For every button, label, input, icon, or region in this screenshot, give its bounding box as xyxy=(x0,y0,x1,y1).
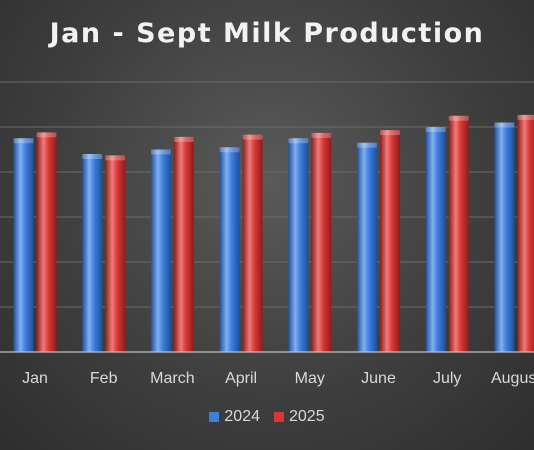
x-tick-label: April xyxy=(225,370,257,387)
bar-2024-may xyxy=(288,138,309,352)
chart-title: Jan - Sept Milk Production xyxy=(49,18,485,49)
bar-2025-june xyxy=(380,130,400,352)
bars xyxy=(13,114,534,352)
x-tick-label: Feb xyxy=(90,370,118,387)
bar-highlight xyxy=(517,114,534,120)
bar-2024-june xyxy=(357,142,377,352)
legend-swatch-series-2 xyxy=(274,412,284,422)
bar-2025-july xyxy=(448,115,469,352)
legend-entry-series-1: 2024 xyxy=(209,408,260,426)
legend-label-series-2: 2025 xyxy=(289,408,325,425)
legend-label-series-1: 2024 xyxy=(224,408,260,425)
bar-highlight xyxy=(13,138,34,144)
bar-2024-feb xyxy=(82,154,103,352)
bar-highlight xyxy=(425,127,446,132)
bar-2025-may xyxy=(311,132,332,352)
legend-entry-series-2: 2025 xyxy=(274,408,325,426)
x-tick-label: June xyxy=(361,370,396,387)
bar-2024-july xyxy=(425,127,446,352)
x-tick-label: May xyxy=(295,370,325,387)
legend-swatch-series-1 xyxy=(209,412,220,422)
legend: 2024 2025 xyxy=(0,408,534,426)
bar-highlight xyxy=(311,132,332,138)
bar-highlight xyxy=(150,149,171,155)
bar-2025-feb xyxy=(105,155,126,352)
x-tick-label: July xyxy=(433,370,461,387)
bar-highlight xyxy=(36,132,57,138)
bar-2024-april xyxy=(219,147,240,352)
bar-highlight xyxy=(242,134,263,140)
x-tick-label: Jan xyxy=(22,370,48,387)
bar-highlight xyxy=(105,155,126,161)
bar-highlight xyxy=(219,147,240,153)
x-tick-label: March xyxy=(150,370,194,387)
x-tick-label: August xyxy=(491,370,534,387)
bar-highlight xyxy=(357,142,377,148)
bar-highlight xyxy=(448,115,469,121)
bar-2025-april xyxy=(242,134,263,352)
bar-highlight xyxy=(173,136,194,142)
bar-2025-jan xyxy=(36,132,57,352)
bar-highlight xyxy=(380,130,400,136)
bar-2025-march xyxy=(173,136,194,352)
x-tick-labels: JanFebMarchAprilMayJuneJulyAugustSept xyxy=(22,370,534,387)
bar-highlight xyxy=(494,122,515,128)
bar-2024-august xyxy=(494,122,515,352)
bar-highlight xyxy=(82,154,103,159)
bar-2025-august xyxy=(517,114,534,352)
bar-highlight xyxy=(288,138,309,144)
bar-2024-march xyxy=(150,149,171,352)
bar-2024-jan xyxy=(13,138,34,352)
